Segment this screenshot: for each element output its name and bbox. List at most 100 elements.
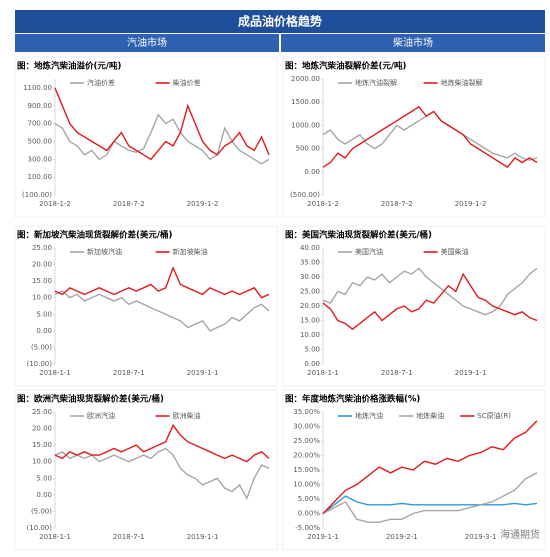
chart-title: 图：年度地炼汽柴油价格涨跌幅(%) xyxy=(285,394,420,405)
x-tick-label: 2019-1-1 xyxy=(187,369,219,377)
y-tick-label: 1000.00 xyxy=(291,121,320,129)
y-tick-label: 20.00 xyxy=(32,425,52,433)
y-tick-label: 10.00 xyxy=(32,294,52,302)
y-tick-label: 35.00 xyxy=(300,259,320,267)
line-series xyxy=(322,267,538,316)
y-tick-label: 100.00 xyxy=(28,173,53,181)
x-tick-label: 2018-7-1 xyxy=(381,369,413,377)
legend-label: 欧洲汽油 xyxy=(87,411,115,420)
section-header xyxy=(15,34,279,52)
y-tick-label: 0.00 xyxy=(36,327,52,335)
y-tick-label: 25.00 xyxy=(32,244,52,252)
x-tick-label: 2019-3-1 xyxy=(465,533,497,541)
y-tick-label: 0.00% xyxy=(298,510,321,518)
y-tick-label: 40.00 xyxy=(300,244,320,252)
y-tick-label: -5.00% xyxy=(295,524,320,532)
line-series xyxy=(54,423,270,463)
y-tick-label: 1100.00 xyxy=(23,84,52,92)
y-tick-label: (5.00) xyxy=(31,507,52,515)
y-tick-label: 15.00% xyxy=(293,466,320,474)
line-series xyxy=(54,87,270,161)
y-tick-label: 10.00 xyxy=(300,331,320,339)
y-tick-label: 20.00 xyxy=(32,261,52,269)
y-tick-label: 0.00 xyxy=(304,360,320,368)
y-tick-label: 15.00 xyxy=(32,441,52,449)
y-tick-label: 5.00 xyxy=(36,310,52,318)
x-tick-label: 2019-1-1 xyxy=(187,533,219,541)
legend-label: 美国柴油 xyxy=(441,247,469,256)
line-series xyxy=(54,447,270,500)
legend-label: 柴油价差 xyxy=(173,78,201,87)
panel xyxy=(282,389,546,551)
y-tick-label: (500.00) xyxy=(290,191,320,199)
y-tick-label: (5.00) xyxy=(31,343,52,351)
y-tick-label: 15.00 xyxy=(32,277,52,285)
panel xyxy=(282,56,546,218)
legend-label: 新加坡汽油 xyxy=(87,247,122,256)
y-tick-label: 35.00% xyxy=(293,408,320,416)
y-tick-label: 0.00 xyxy=(36,491,52,499)
line-series xyxy=(54,290,270,332)
section-title: 柴油市场 xyxy=(393,36,433,49)
x-tick-label: 2018-7-2 xyxy=(381,200,413,208)
x-tick-label: 2018-7-2 xyxy=(113,200,145,208)
watermark: 海通期货 xyxy=(500,528,540,541)
x-tick-label: 2019-2-1 xyxy=(386,533,418,541)
line-series xyxy=(322,272,538,331)
y-tick-label: 1500.00 xyxy=(291,98,320,106)
chart-title: 图：新加坡汽柴油现货裂解价差(美元/桶) xyxy=(17,230,172,241)
panel xyxy=(282,225,546,387)
y-tick-label: 10.00 xyxy=(32,458,52,466)
page-title: 成品油价格趋势 xyxy=(238,14,322,29)
panel xyxy=(14,225,278,387)
legend-label: 地炼柴油 xyxy=(416,411,444,420)
line-series xyxy=(322,472,538,523)
x-tick-label: 2019-1-2 xyxy=(455,200,487,208)
x-tick-label: 2018-1-2 xyxy=(39,200,71,208)
y-tick-label: 20.00 xyxy=(300,302,320,310)
x-tick-label: 2018-7-1 xyxy=(113,533,145,541)
y-tick-label: 2000.00 xyxy=(291,75,320,83)
y-tick-label: 900.00 xyxy=(28,102,53,110)
panel xyxy=(14,389,278,551)
legend-label: 地炼汽油 xyxy=(355,411,383,420)
y-tick-label: 25.00 xyxy=(300,288,320,296)
chart-title: 图：欧洲汽柴油现货裂解价差(美元/桶) xyxy=(17,394,164,405)
chart-title: 图：美国汽柴油现货裂解价差(美元/桶) xyxy=(285,230,432,241)
legend-label: 汽油价差 xyxy=(87,78,115,87)
x-tick-label: 2019-1-1 xyxy=(455,369,487,377)
y-tick-label: 0.00 xyxy=(304,168,320,176)
legend-label: 地炼汽油裂解 xyxy=(355,78,397,87)
y-tick-label: (10.00) xyxy=(26,524,52,532)
line-series xyxy=(54,266,270,299)
y-tick-label: 5.00 xyxy=(36,474,52,482)
y-tick-label: 20.00% xyxy=(293,452,320,460)
y-tick-label: 30.00% xyxy=(293,423,320,431)
y-tick-label: (10.00) xyxy=(26,360,52,368)
chart-title: 图：地炼汽柴油裂解价差(元/吨) xyxy=(285,61,406,72)
y-tick-label: 500.00 xyxy=(296,145,321,153)
line-series xyxy=(54,113,270,165)
legend-label: 新加坡柴油 xyxy=(173,247,208,256)
x-tick-label: 2019-1-1 xyxy=(307,533,339,541)
x-tick-label: 2018-7-1 xyxy=(113,369,145,377)
y-tick-label: 500.00 xyxy=(28,137,53,145)
line-series xyxy=(322,105,538,169)
panel xyxy=(14,56,278,218)
y-tick-label: 25.00 xyxy=(32,408,52,416)
y-tick-label: 10.00% xyxy=(293,481,320,489)
x-tick-label: 2018-1-1 xyxy=(307,369,339,377)
y-tick-label: 700.00 xyxy=(28,120,53,128)
y-tick-label: (100.00) xyxy=(22,191,52,199)
section-header xyxy=(281,34,545,52)
y-tick-label: 30.00 xyxy=(300,273,320,281)
line-series xyxy=(322,420,538,514)
x-tick-label: 2018-1-1 xyxy=(39,533,71,541)
header-bar xyxy=(15,10,545,33)
y-tick-label: 25.00% xyxy=(293,437,320,445)
legend-label: 美国汽油 xyxy=(355,247,383,256)
line-series xyxy=(322,110,538,161)
y-tick-label: 5.00 xyxy=(304,346,320,354)
y-tick-label: 300.00 xyxy=(28,155,53,163)
section-title: 汽油市场 xyxy=(127,36,167,49)
